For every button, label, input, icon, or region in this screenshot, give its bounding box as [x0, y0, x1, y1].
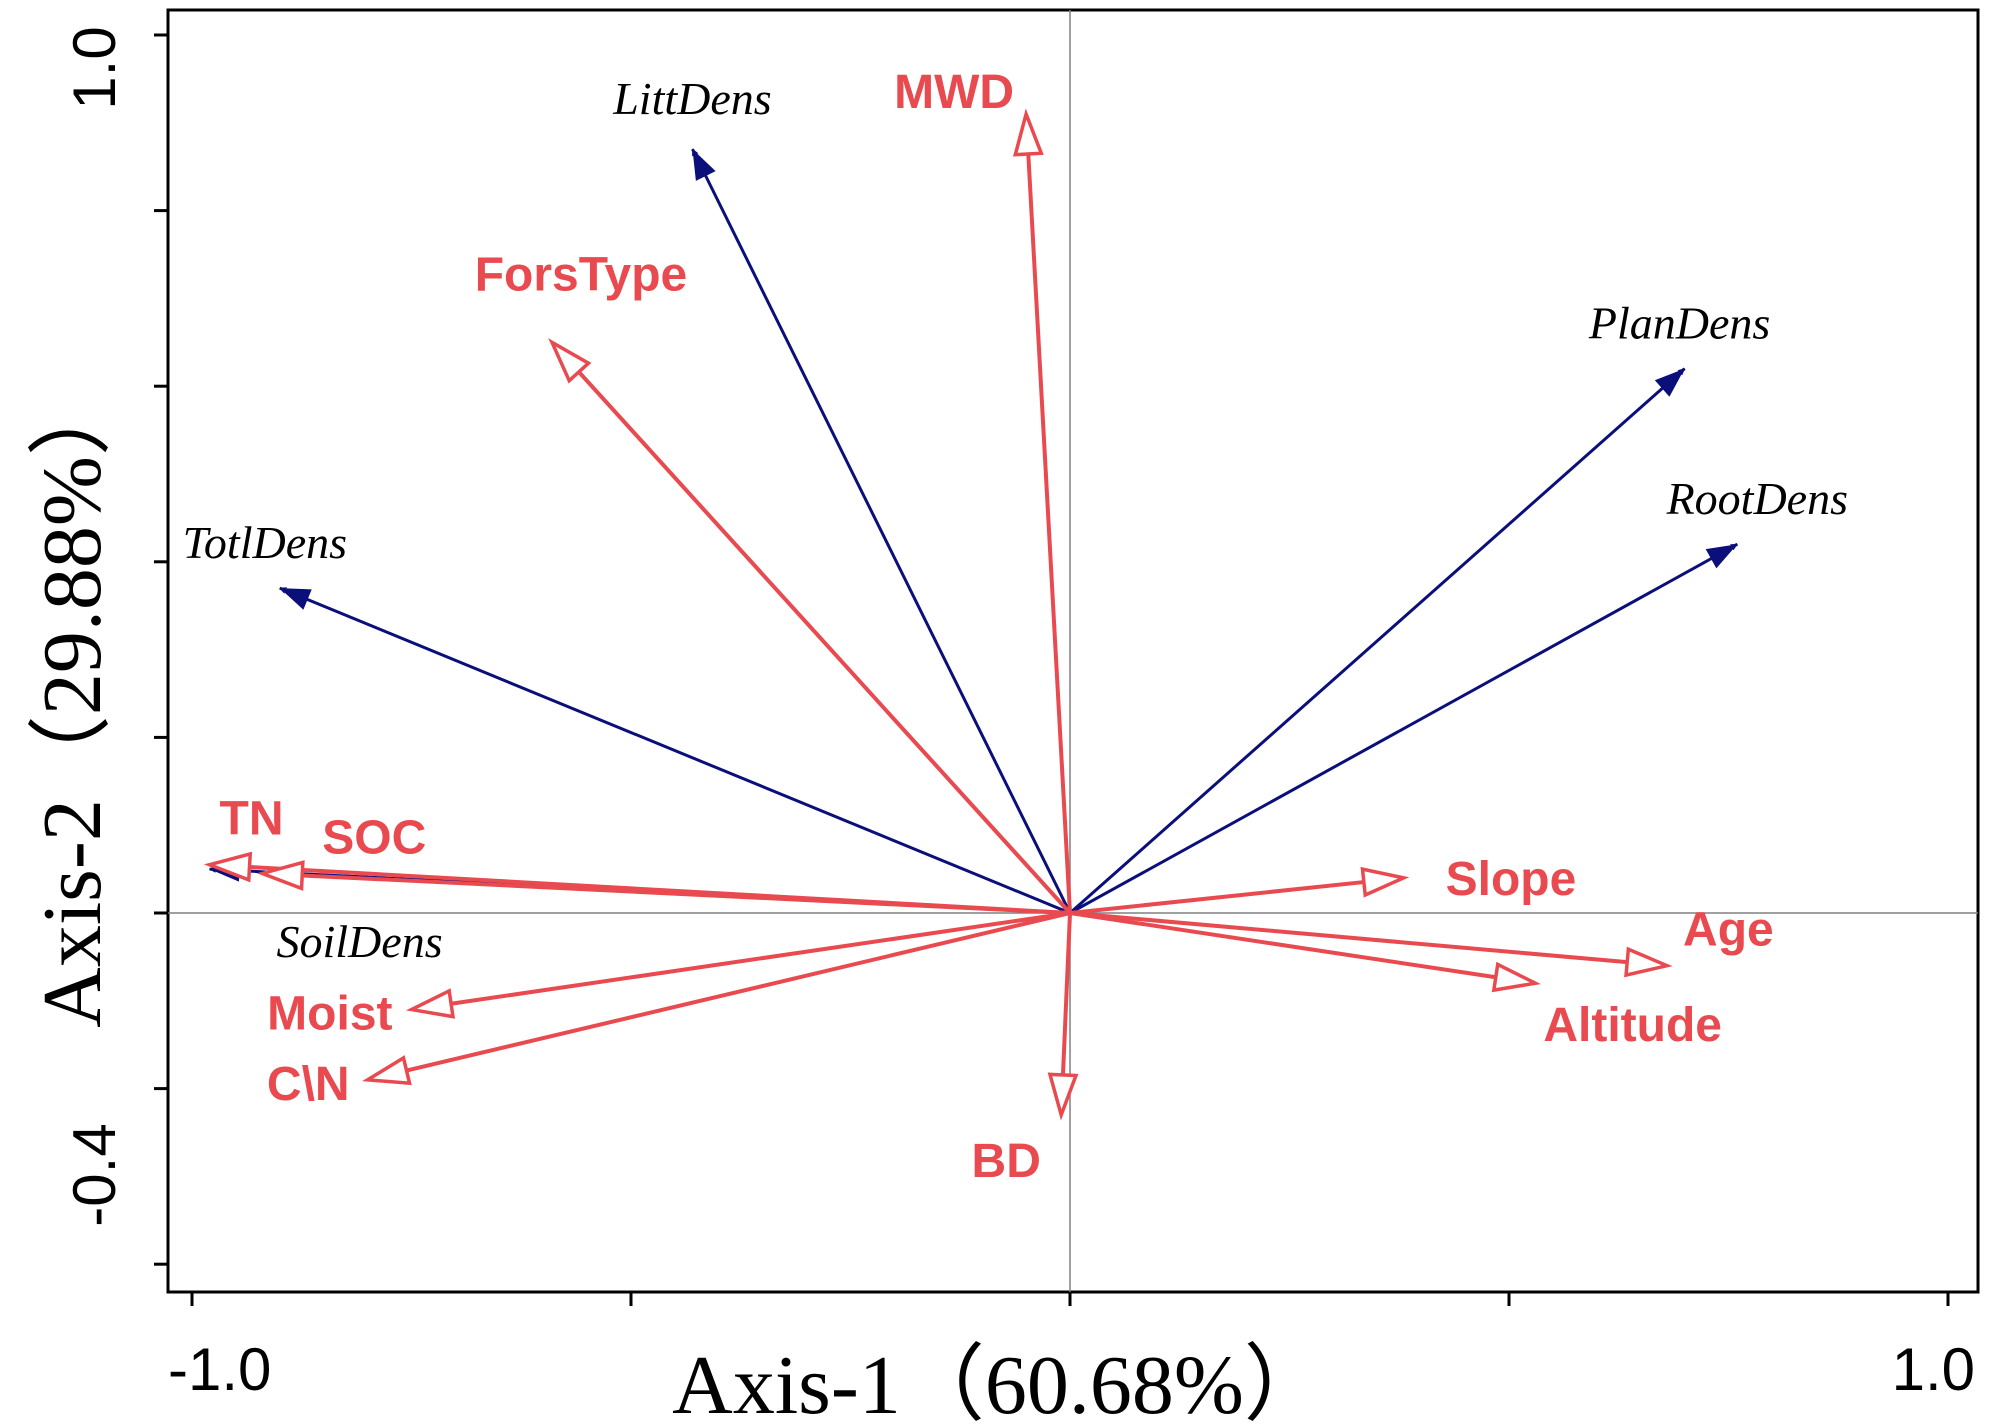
environment-arrowhead-altitude [1491, 961, 1541, 993]
species-vector-rootdens [1069, 542, 1739, 915]
environment-arrowhead-moist [405, 988, 456, 1019]
environment-vector-age [1069, 911, 1628, 965]
environment-label-c-n: C\N [267, 1058, 350, 1111]
species-label-littdens: LittDens [612, 73, 771, 124]
environment-label-age: Age [1683, 904, 1774, 957]
species-vector-totldens [279, 586, 1071, 915]
environment-arrowhead-forstype [548, 338, 592, 384]
environment-vector-bd [1060, 912, 1072, 1076]
environment-arrowhead-soc [256, 860, 305, 891]
environment-vector-moist [450, 911, 1071, 1006]
species-arrowhead-totldens [279, 588, 312, 610]
environment-label-slope: Slope [1446, 853, 1577, 906]
species-label-plandens: PlanDens [1588, 298, 1770, 349]
environment-label-altitude: Altitude [1543, 999, 1722, 1052]
y-axis-title: Axis-2（29.88%） [26, 372, 119, 1028]
species-label-totldens: TotlDens [183, 517, 347, 568]
species-arrowhead-littdens [692, 149, 716, 181]
species-vector-plandens [1069, 367, 1686, 915]
species-arrowhead-plandens [1654, 368, 1685, 397]
species-vector-littdens [691, 148, 1072, 914]
environment-label-tn: TN [220, 793, 284, 846]
y-tick-label-max: 1.0 [61, 26, 128, 109]
plot-frame [166, 8, 1980, 1294]
environment-arrowhead-c-n [362, 1055, 412, 1086]
environment-arrowhead-mwd [1013, 108, 1044, 157]
environment-vector-forstype [577, 370, 1072, 915]
species-label-soildens: SoilDens [277, 916, 443, 967]
environment-arrowhead-age [1624, 946, 1673, 978]
environment-label-soc: SOC [322, 811, 426, 864]
environment-label-moist: Moist [267, 988, 392, 1041]
environment-label-mwd: MWD [894, 66, 1014, 119]
environment-arrowhead-bd [1047, 1072, 1079, 1121]
vector-labels: MWD ForsType TN SOC Moist C\N BD Slope Age Altitu… [183, 66, 1848, 1188]
x-axis-title: Axis-1（60.68%） [672, 1339, 1328, 1426]
species-label-rootdens: RootDens [1666, 473, 1848, 524]
environment-vector-altitude [1069, 911, 1497, 980]
environment-label-forstype: ForsType [475, 248, 687, 301]
axis-ticks [154, 33, 1950, 1306]
environment-vector-soc [302, 873, 1071, 915]
x-tick-label-max: 1.0 [1892, 1336, 1975, 1403]
species-vectors [208, 148, 1739, 915]
y-tick-label-min: -0.4 [61, 1123, 128, 1226]
environment-arrowhead-slope [1360, 866, 1410, 898]
environment-vector-mwd [1026, 153, 1072, 914]
species-arrowhead-rootdens [1705, 544, 1738, 569]
environment-label-bd: BD [972, 1135, 1041, 1188]
x-tick-label-min: -1.0 [168, 1336, 271, 1403]
environment-vector-slope [1069, 880, 1365, 915]
environment-vectors [203, 108, 1673, 1121]
environment-arrowhead-tn [203, 851, 253, 883]
environment-vector-c-n [406, 911, 1071, 1073]
